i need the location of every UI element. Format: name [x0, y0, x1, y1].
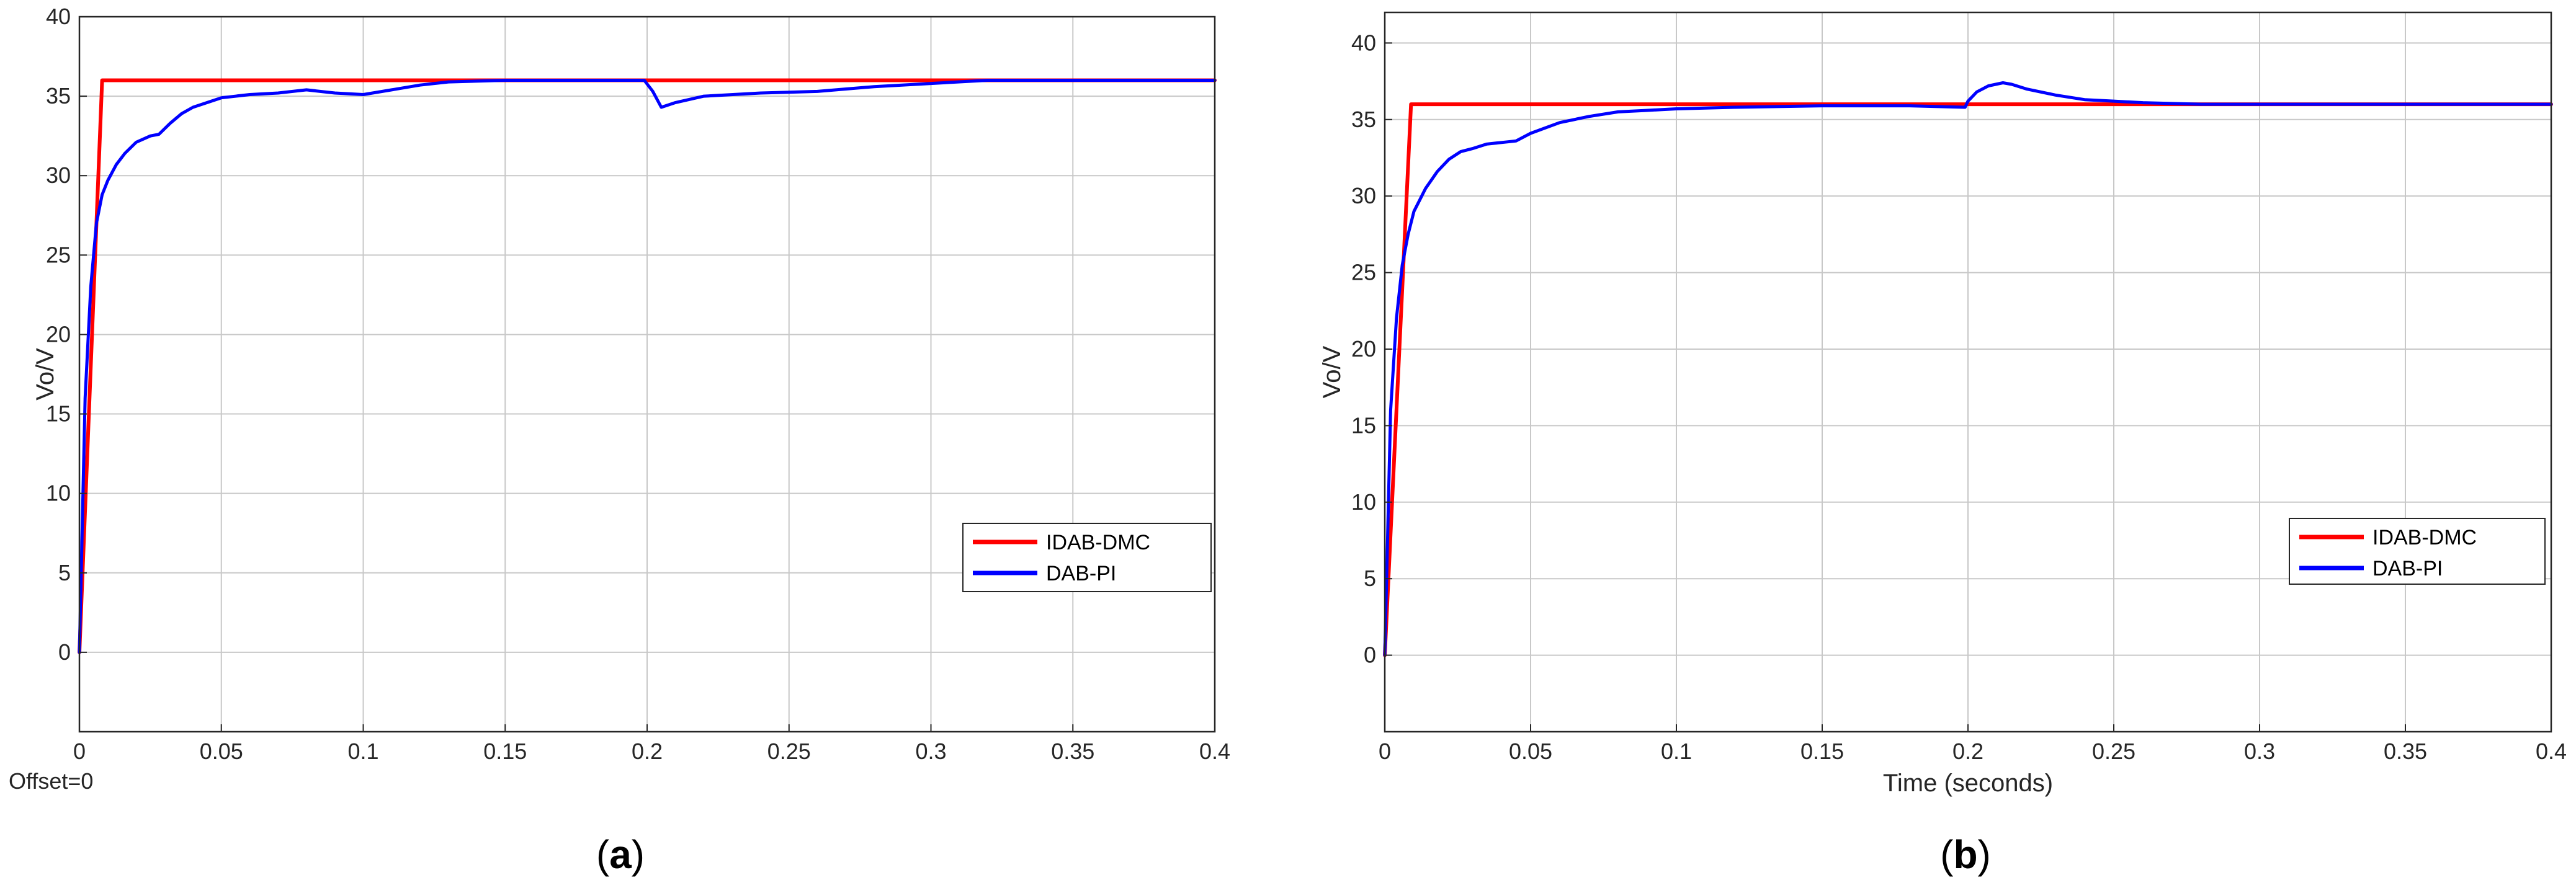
- x-tick-label: 0.05: [1509, 739, 1552, 764]
- x-tick-label: 0.35: [1051, 739, 1094, 764]
- x-tick-label: 0: [1379, 739, 1391, 764]
- series-line-dab-pi: [78, 79, 1217, 654]
- y-tick-label: 30: [1351, 183, 1376, 208]
- y-tick-label: 5: [58, 560, 71, 585]
- x-tick-label: 0.4: [1199, 739, 1230, 764]
- chart-panel-b: 0 0.05 0.1 0.15 0.2 0.25 0.3 0.35 0.4 0 5 10 15 20 25 3…: [1318, 11, 2567, 877]
- chart-panel-a: 0 0.05 0.1 0.15 0.2 0.25 0.3 0.35 0.4 0 5 10 15 20 25 3…: [9, 4, 1230, 877]
- y-tick-label: 30: [46, 162, 71, 188]
- legend-box: [962, 523, 1212, 592]
- y-tick-label: 0: [58, 639, 71, 665]
- offset-readout: Offset=0: [9, 768, 93, 794]
- x-tick-label: 0.25: [767, 739, 811, 764]
- y-tick-label: 35: [46, 83, 71, 109]
- legend-box: [2289, 518, 2546, 585]
- y-tick-label: 40: [1351, 30, 1376, 55]
- x-tick-label: 0.15: [1800, 739, 1844, 764]
- y-tick-label: 20: [46, 321, 71, 347]
- x-tick-label: 0.1: [1661, 739, 1692, 764]
- y-axis-label: Vo/V: [32, 348, 59, 401]
- x-axis-label: Time (seconds): [1883, 770, 2053, 797]
- y-tick-label: 15: [1351, 412, 1376, 438]
- series-line-dab-pi: [1383, 81, 2553, 657]
- y-tick-label: 15: [46, 401, 71, 427]
- panel-caption-letter: a: [609, 832, 632, 877]
- legend-label-idab-dmc: IDAB-DMC: [1046, 531, 1150, 554]
- y-tick-label: 35: [1351, 107, 1376, 132]
- x-tick-label: 0: [73, 739, 86, 764]
- panel-caption: (b): [1940, 832, 1991, 877]
- x-tick-label: 0.2: [1952, 739, 1983, 764]
- y-axis-label: Vo/V: [1318, 345, 1346, 398]
- x-tick-label: 0.05: [200, 739, 243, 764]
- legend-label-dab-pi: DAB-PI: [2373, 557, 2443, 580]
- panel-caption-letter: b: [1953, 832, 1977, 877]
- y-tick-label: 20: [1351, 336, 1376, 362]
- x-tick-label: 0.15: [483, 739, 527, 764]
- y-tick-label: 5: [1364, 566, 1376, 591]
- series-line-idab-dmc: [78, 78, 1217, 654]
- y-tick-label: 25: [1351, 260, 1376, 285]
- legend-label-dab-pi: DAB-PI: [1046, 562, 1116, 585]
- legend-label-idab-dmc: IDAB-DMC: [2373, 526, 2477, 549]
- y-tick-label: 40: [46, 4, 71, 29]
- y-tick-label: 25: [46, 242, 71, 267]
- panel-caption: (a): [596, 832, 645, 877]
- x-tick-label: 0.4: [2536, 739, 2567, 764]
- x-tick-label: 0.35: [2384, 739, 2427, 764]
- x-tick-label: 0.1: [347, 739, 378, 764]
- x-tick-label: 0.2: [632, 739, 663, 764]
- y-tick-label: 10: [46, 481, 71, 506]
- x-tick-label: 0.25: [2092, 739, 2135, 764]
- y-tick-label: 0: [1364, 642, 1376, 668]
- x-tick-label: 0.3: [2244, 739, 2275, 764]
- x-tick-label: 0.3: [915, 739, 946, 764]
- y-tick-label: 10: [1351, 489, 1376, 515]
